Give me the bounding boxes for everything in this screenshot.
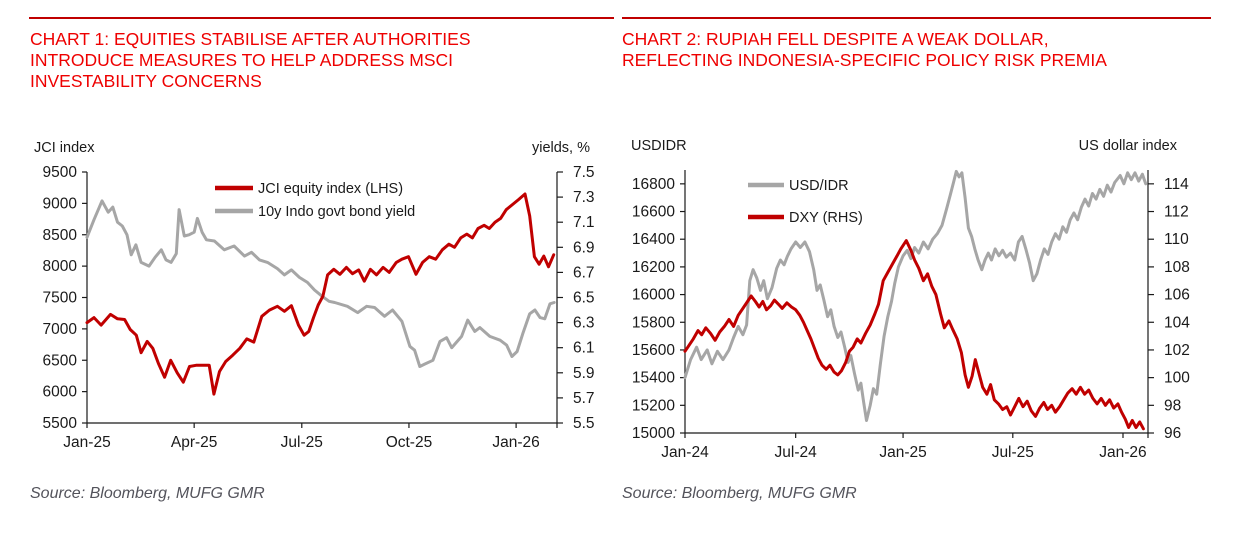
right-tick-label: 6.9 <box>573 239 595 256</box>
chart2-source: Source: Bloomberg, MUFG GMR <box>622 485 857 502</box>
right-tick-label: 102 <box>1164 342 1190 359</box>
chart1-source: Source: Bloomberg, MUFG GMR <box>30 485 265 502</box>
left-tick-label: 15200 <box>632 397 675 414</box>
right-tick-label: 5.5 <box>573 415 595 432</box>
left-tick-label: 8500 <box>43 227 78 244</box>
left-tick-label: 15400 <box>632 370 675 387</box>
series-line <box>683 239 1145 431</box>
right-tick-label: 110 <box>1164 231 1189 248</box>
left-tick-label: 8000 <box>43 258 78 275</box>
right-axis-title: US dollar index <box>1079 138 1178 154</box>
right-tick-label: 112 <box>1164 204 1189 221</box>
legend-label: 10y Indo govt bond yield <box>258 204 415 220</box>
right-tick-label: 6.5 <box>573 290 595 307</box>
series-line <box>683 169 1148 422</box>
x-tick-label: Jan-25 <box>879 444 926 461</box>
left-tick-label: 5500 <box>43 415 78 432</box>
x-tick-label: Jan-24 <box>661 444 709 461</box>
x-tick-label: Jan-25 <box>63 434 110 451</box>
x-tick-label: Apr-25 <box>171 434 218 451</box>
left-tick-label: 16800 <box>632 176 675 193</box>
chart2-figure: 15000 15200 15400 15600 15800 16000 16200 16400… <box>631 138 1190 461</box>
right-tick-label: 108 <box>1164 259 1190 276</box>
right-tick-label: 6.3 <box>573 315 595 332</box>
chart1-title: CHART 1: EQUITIES STABILISE AFTER AUTHOR… <box>30 29 471 91</box>
left-tick-label: 7500 <box>43 290 78 307</box>
legend-label: USD/IDR <box>789 178 849 194</box>
x-tick-label: Jul-24 <box>775 444 818 461</box>
chart2-title: CHART 2: RUPIAH FELL DESPITE A WEAK DOLL… <box>622 29 1107 70</box>
chart1-figure: 5500 6000 6500 7000 7500 8000 8500 9000 9500 5.5 5… <box>34 140 595 451</box>
left-axis-title: USDIDR <box>631 138 687 154</box>
left-tick-label: 16600 <box>632 204 675 221</box>
x-tick-label: Jan-26 <box>1099 444 1146 461</box>
left-axis-title: JCI index <box>34 140 95 156</box>
left-tick-label: 15800 <box>632 314 675 331</box>
left-tick-label: 6000 <box>43 384 78 401</box>
right-tick-label: 114 <box>1164 176 1189 193</box>
right-tick-label: 5.7 <box>573 390 595 407</box>
x-tick-label: Jan-26 <box>492 434 539 451</box>
chart1-top-rule <box>29 17 614 19</box>
right-tick-label: 106 <box>1164 287 1190 304</box>
legend-label: JCI equity index (LHS) <box>258 181 403 197</box>
left-tick-label: 9000 <box>43 195 78 212</box>
left-tick-label: 6500 <box>43 352 78 369</box>
left-tick-label: 16000 <box>632 287 675 304</box>
right-tick-label: 7.1 <box>573 214 595 231</box>
right-tick-label: 96 <box>1164 425 1181 442</box>
left-tick-label: 16200 <box>632 259 675 276</box>
x-tick-label: Oct-25 <box>386 434 433 451</box>
right-tick-label: 5.9 <box>573 365 595 382</box>
series-line <box>85 192 556 396</box>
right-tick-label: 100 <box>1164 370 1190 387</box>
left-tick-label: 7000 <box>43 321 78 338</box>
right-axis-title: yields, % <box>532 140 590 156</box>
right-tick-label: 104 <box>1164 314 1190 331</box>
left-tick-label: 9500 <box>43 164 78 181</box>
x-tick-label: Jul-25 <box>992 444 1034 461</box>
right-tick-label: 98 <box>1164 397 1181 414</box>
right-tick-label: 6.7 <box>573 264 595 281</box>
chart2-top-rule <box>622 17 1211 19</box>
x-tick-label: Jul-25 <box>281 434 323 451</box>
left-tick-label: 15600 <box>632 342 675 359</box>
left-tick-label: 16400 <box>632 231 675 248</box>
left-tick-label: 15000 <box>632 425 675 442</box>
right-tick-label: 6.1 <box>573 340 595 357</box>
series-line <box>85 199 556 368</box>
right-tick-label: 7.3 <box>573 189 595 206</box>
right-tick-label: 7.5 <box>573 164 595 181</box>
legend-label: DXY (RHS) <box>789 210 863 226</box>
